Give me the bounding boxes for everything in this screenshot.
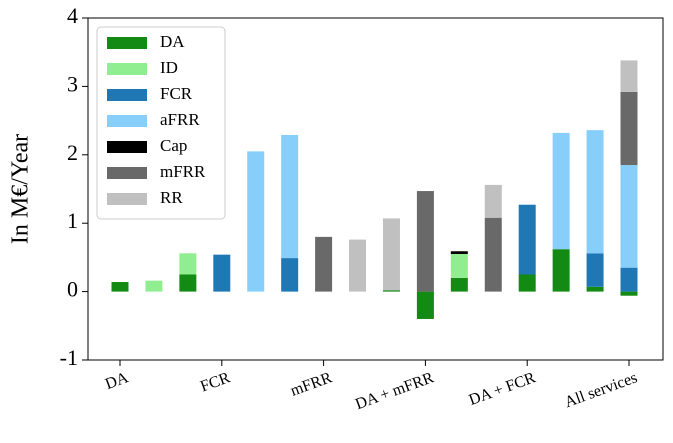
- bar-segment: [450, 251, 468, 254]
- bar-segment: [315, 236, 333, 292]
- y-tick-label: 1: [67, 208, 78, 233]
- bar-segment: [620, 60, 638, 92]
- legend-label: FCR: [160, 84, 193, 103]
- legend-label: aFRR: [160, 110, 200, 129]
- legend-swatch: [107, 115, 147, 127]
- bar-segment: [247, 151, 265, 292]
- bar-segment: [416, 291, 434, 319]
- bar-segment: [281, 258, 299, 292]
- bar-segment: [552, 132, 570, 250]
- bar-segment: [450, 277, 468, 292]
- legend-label: ID: [160, 58, 178, 77]
- x-tick-label: DA: [103, 369, 131, 393]
- legend-swatch: [107, 193, 147, 205]
- legend-label: DA: [160, 32, 185, 51]
- bar-segment: [281, 134, 299, 259]
- bar-segment: [620, 291, 638, 296]
- legend-swatch: [107, 63, 147, 75]
- bar-segment: [111, 282, 129, 292]
- legend-swatch: [107, 167, 147, 179]
- bar-segment: [620, 267, 638, 292]
- bar-segment: [213, 254, 231, 292]
- bar-segment: [179, 274, 197, 292]
- bar-segment: [382, 218, 400, 291]
- bar-segment: [620, 91, 638, 166]
- y-tick-label: 0: [67, 277, 78, 302]
- x-tick-label: mFRR: [288, 369, 334, 400]
- bar-segment: [145, 280, 163, 292]
- legend-label: RR: [160, 188, 183, 207]
- legend-swatch: [107, 89, 147, 101]
- bar-segment: [484, 217, 502, 292]
- bar-segment: [349, 239, 367, 292]
- bar-segment: [179, 253, 197, 275]
- legend-swatch: [107, 37, 147, 49]
- x-tick-label: DA + mFRR: [353, 369, 436, 413]
- legend-label: Cap: [160, 136, 187, 155]
- x-tick-label: All services: [562, 369, 639, 411]
- bar-segment: [586, 253, 604, 287]
- bar-segment: [518, 204, 536, 275]
- bar-segment: [382, 290, 400, 292]
- bar-segment: [518, 274, 536, 292]
- y-tick-label: 2: [67, 140, 78, 165]
- y-axis-label: In M€/Year: [8, 134, 34, 244]
- x-tick-label: DA + FCR: [467, 369, 538, 409]
- bar-segment: [586, 286, 604, 292]
- bar-segment: [620, 165, 638, 268]
- legend-swatch: [107, 141, 147, 153]
- x-tick-label: FCR: [198, 369, 233, 395]
- y-tick-label: 4: [67, 3, 78, 28]
- bar-segment: [586, 130, 604, 254]
- y-tick-label: 3: [67, 71, 78, 96]
- bar-segment: [450, 253, 468, 278]
- bar-segment: [484, 184, 502, 218]
- bar-segment: [416, 191, 434, 292]
- plot-frame: [87, 17, 664, 361]
- legend-label: mFRR: [160, 162, 206, 181]
- y-tick-label: -1: [60, 345, 78, 370]
- bar-segment: [552, 249, 570, 292]
